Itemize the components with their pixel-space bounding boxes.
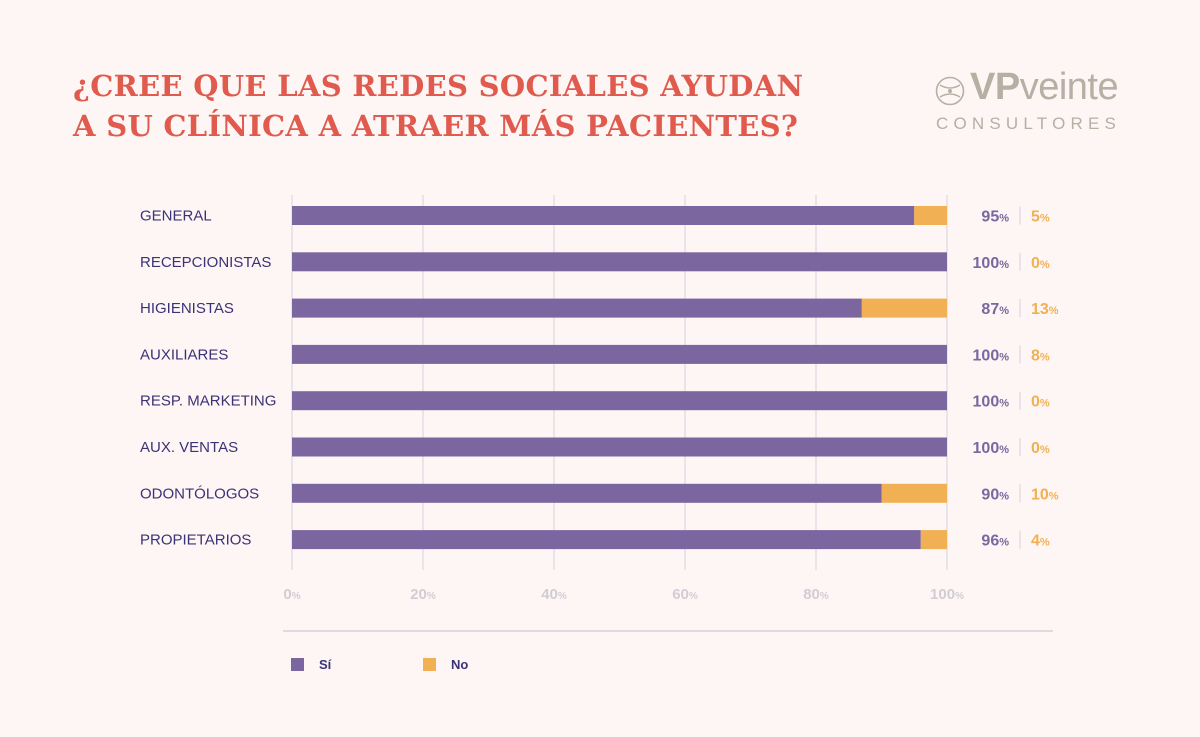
x-tick-label-3: 60%: [672, 586, 698, 603]
logo-prefix: VP: [970, 66, 1020, 108]
value-label-no: 4%: [1031, 533, 1050, 550]
x-tick-label-0: 0%: [283, 586, 300, 603]
bar-si: [292, 437, 947, 457]
legend-label-no: No: [451, 657, 469, 672]
bar-si: [292, 483, 882, 503]
x-tick-label-5: 100%: [930, 586, 964, 603]
value-label-no: 5%: [1031, 209, 1050, 226]
value-label-si: 100%: [973, 394, 1010, 411]
category-label: RECEPCIONISTAS: [140, 254, 271, 271]
value-label-si: 100%: [973, 255, 1010, 272]
value-label-no: 0%: [1031, 255, 1050, 272]
bar-no: [881, 483, 947, 503]
chart-title-line-2: A SU CLÍNICA A ATRAER MÁS PACIENTES?: [73, 109, 799, 143]
category-label: AUX. VENTAS: [140, 439, 238, 456]
x-tick-label-4: 80%: [803, 586, 829, 603]
value-label-no: 0%: [1031, 440, 1050, 457]
value-label-no: 0%: [1031, 394, 1050, 411]
logo-wordmark: VPveinte: [970, 66, 1119, 109]
value-label-no: 13%: [1031, 301, 1059, 318]
category-label: ODONTÓLOGOS: [140, 485, 259, 502]
value-label-no: 10%: [1031, 486, 1059, 503]
value-label-si: 96%: [981, 533, 1009, 550]
bar-no: [920, 530, 947, 550]
category-label: HIGIENISTAS: [140, 300, 234, 317]
legend-swatch-no: [423, 658, 436, 671]
value-label-si: 87%: [981, 301, 1009, 318]
value-label-si: 90%: [981, 486, 1009, 503]
bar-si: [292, 391, 947, 411]
x-tick-label-1: 20%: [410, 586, 436, 603]
chart-title: ¿CREE QUE LAS REDES SOCIALES AYUDAN A SU…: [73, 66, 803, 146]
bar-si: [292, 530, 921, 550]
value-label-no: 8%: [1031, 347, 1050, 364]
category-label: AUXILIARES: [140, 346, 228, 363]
value-label-si: 100%: [973, 440, 1010, 457]
logo-subtitle: CONSULTORES: [936, 114, 1122, 133]
brand-logo: VPveinte CONSULTORES: [932, 66, 1147, 136]
legend-item-si: Sí: [291, 657, 331, 672]
bar-si: [292, 252, 947, 272]
bar-no: [861, 298, 947, 318]
bar-si: [292, 206, 915, 225]
category-label: RESP. MARKETING: [140, 393, 276, 410]
bar-si: [292, 298, 862, 318]
value-label-si: 100%: [973, 347, 1010, 364]
legend-swatch-si: [291, 658, 304, 671]
legend-label-si: Sí: [319, 657, 332, 672]
value-label-si: 95%: [981, 209, 1009, 226]
chart-title-line-1: ¿CREE QUE LAS REDES SOCIALES AYUDAN: [73, 69, 804, 103]
logo-word: veinte: [1019, 66, 1119, 108]
x-tick-label-2: 40%: [541, 586, 567, 603]
bar-no: [914, 206, 947, 225]
logo-emblem-icon: [935, 76, 965, 106]
bar-si: [292, 344, 947, 364]
category-label: PROPIETARIOS: [140, 532, 251, 549]
category-label: GENERAL: [140, 208, 212, 225]
legend-item-no: No: [423, 657, 468, 672]
